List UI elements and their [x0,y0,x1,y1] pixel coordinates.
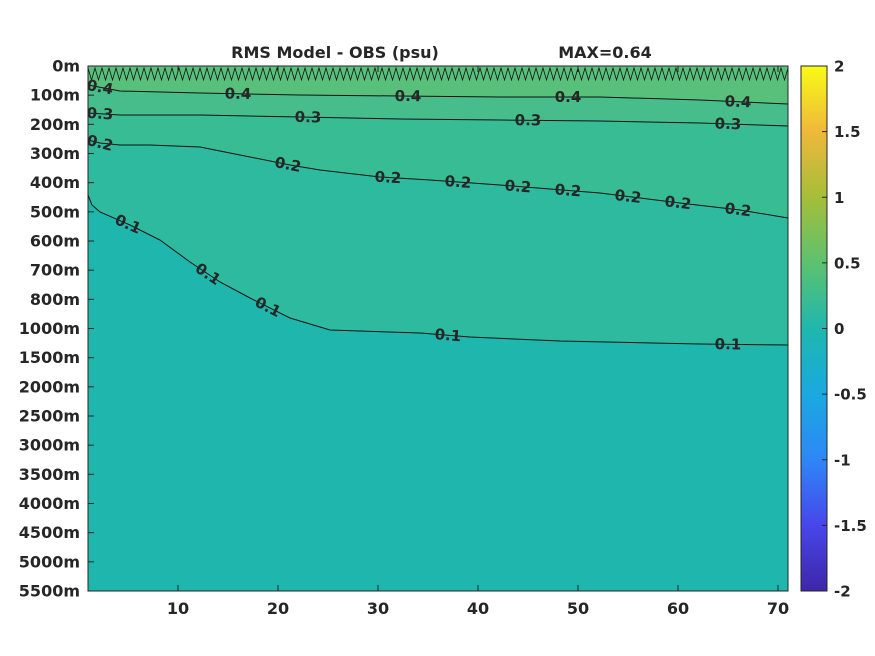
contour-label: 0.2 [273,153,303,176]
colorbar-tick-label: 1 [834,189,844,207]
contour-line-0-2 [87,139,789,219]
x-tick-label: 30 [367,599,389,618]
x-axis: 10 20 30 40 50 60 70 [167,66,789,618]
x-tick-label: 10 [167,599,189,618]
y-tick-label: 400m [30,173,80,192]
contour-label: 0.2 [664,192,693,213]
surface-contour-path [87,66,789,82]
y-tick-label: 4000m [19,494,80,513]
y-tick-label: 3000m [19,436,80,455]
contour-label: 0.3 [295,108,322,127]
contour-label: 0.2 [374,168,402,188]
y-tick-label: 3500m [19,465,80,484]
contour-label: 0.4 [555,88,582,106]
y-tick-label: 4500m [19,523,80,542]
region-surface-layer [88,66,788,104]
contour-line-0-3 [87,112,789,127]
contour-lines [87,84,789,346]
colorbar-tick-label: -2 [834,583,851,601]
y-tick-label: 2000m [19,377,80,396]
y-tick-label: 2500m [19,407,80,426]
contour-label: 0.4 [85,76,114,99]
max-value-label: MAX=0.64 [558,43,652,62]
contour-label: 0.4 [395,87,422,105]
y-tick-label: 800m [30,290,80,309]
colorbar: 2 1.5 1 0.5 0 -0.5 -1 -1.5 -2 [800,58,867,601]
contour-label: 0.2 [724,199,752,220]
y-tick-label: 600m [30,232,80,251]
contour-label: 0.3 [515,111,542,129]
contour-label: 0.2 [554,180,582,200]
colorbar-tick-label: 2 [834,58,844,76]
colorbar-ticks: 2 1.5 1 0.5 0 -0.5 -1 -1.5 -2 [822,58,867,601]
y-tick-label: 1000m [19,319,80,338]
contour-label: 0.4 [225,85,252,104]
x-tick-label: 20 [267,599,289,618]
x-tick-label: 60 [667,599,689,618]
contour-line-0-1 [87,194,789,346]
contour-line-0-4 [87,84,789,105]
colorbar-tick-label: -1 [834,451,851,469]
y-axis: 0m 100m 200m 300m 400m 500m 600m 700m 800m 1000m 1… [19,57,94,601]
contour-label: 0.2 [444,172,472,192]
y-tick-label: 5000m [19,552,80,571]
y-tick-label: 100m [30,86,80,105]
y-tick-label: 0m [52,57,80,76]
contour-label: 0.2 [614,186,643,207]
y-tick-label: 5500m [19,582,80,601]
colorbar-tick-label: 0 [834,320,844,338]
contour-label: 0.3 [714,114,741,133]
chart-title: RMS Model - OBS (psu) [231,43,439,62]
y-tick-label: 700m [30,261,80,280]
x-tick-label: 40 [467,599,489,618]
y-tick-label: 500m [30,202,80,221]
contour-label: 0.2 [85,131,115,155]
contour-label: 0.2 [504,176,532,196]
colorbar-tick-label: -1.5 [834,517,867,535]
x-tick-label: 50 [567,599,589,618]
x-tick-label: 70 [767,599,789,618]
contour-label: 0.4 [724,92,751,111]
contour-label: 0.1 [434,325,462,345]
colorbar-tick-label: 1.5 [834,123,861,141]
colorbar-tick-label: 0.5 [834,254,861,272]
plot-area: 0.4 0.4 0.4 0.4 0.4 0.3 0.3 0.3 0.3 0.2 0.2 0.2 0.2 0… [85,65,789,592]
y-tick-label: 300m [30,144,80,163]
contour-label: 0.3 [86,104,114,124]
y-tick-label: 1500m [19,348,80,367]
y-tick-label: 200m [30,115,80,134]
surface-contour-wiggle [87,66,789,82]
contour-label: 0.1 [715,335,742,353]
colorbar-tick-label: -0.5 [834,386,867,404]
